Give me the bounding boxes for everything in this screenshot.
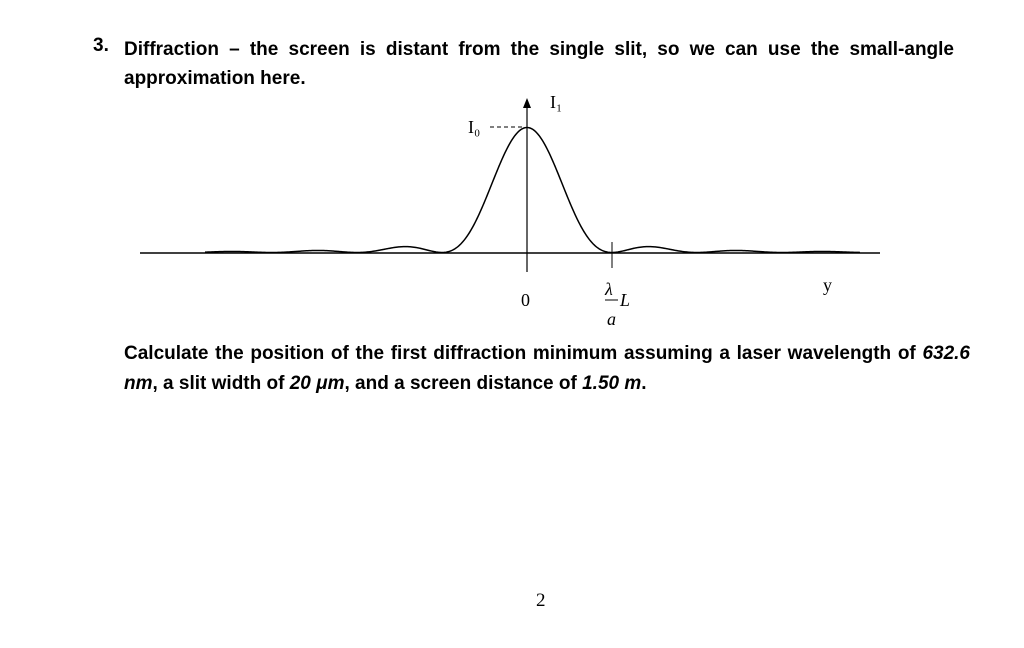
problem-statement: Diffraction – the screen is distant from… [124,39,954,89]
question: Calculate the position of the first diff… [124,339,970,399]
fraction-denominator: a [607,309,616,329]
question-text: , a slit width of [152,373,290,394]
fraction-numerator: λ [604,279,613,299]
peak-label: I₁ [550,92,562,112]
axis-label: y [823,275,832,295]
problem-number: 3. [93,35,109,56]
origin-label: 0 [521,290,530,310]
screen-distance: 1.50 m [582,373,642,394]
intensity-curve [204,126,861,254]
wavelength: 632.6 nm [124,343,970,394]
fraction-factor: L [619,290,630,310]
question-text: , and a screen distance of [344,373,583,394]
question-text: Calculate the position of the first diff… [124,343,923,364]
center-label: I₀ [468,117,480,137]
diffraction-figure: I₁ I₀ 0 λ a L y [140,92,880,329]
page-number: 2 [536,590,546,611]
question-text: . [641,373,647,394]
slit-width: 20 μm [289,373,345,394]
axis-arrow [523,98,531,108]
